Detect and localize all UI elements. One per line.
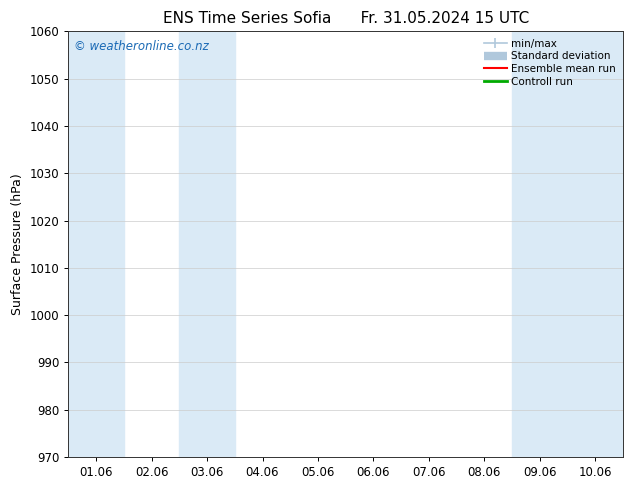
Y-axis label: Surface Pressure (hPa): Surface Pressure (hPa) (11, 173, 24, 315)
Bar (512, 31, 567, 457)
Text: © weatheronline.co.nz: © weatheronline.co.nz (74, 40, 209, 53)
Bar (567, 31, 623, 457)
Title: ENS Time Series Sofia      Fr. 31.05.2024 15 UTC: ENS Time Series Sofia Fr. 31.05.2024 15 … (162, 11, 529, 26)
Legend: min/max, Standard deviation, Ensemble mean run, Controll run: min/max, Standard deviation, Ensemble me… (482, 37, 618, 89)
Bar (68, 31, 124, 457)
Bar (179, 31, 235, 457)
Bar (623, 31, 634, 457)
